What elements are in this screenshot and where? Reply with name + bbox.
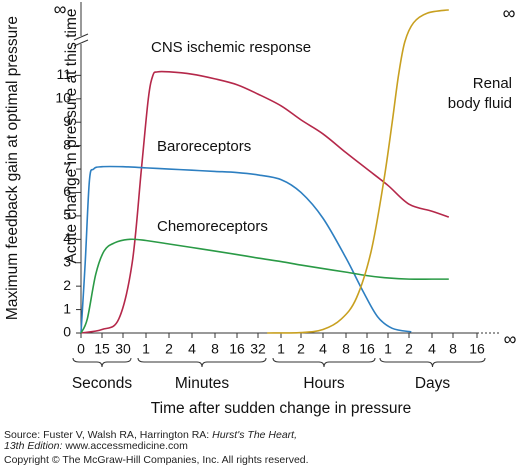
x-tick-label: 2 (405, 341, 413, 357)
y-tick-label: 11 (56, 66, 71, 82)
x-group-brace (379, 357, 486, 368)
source-edition-label: 13th Edition: (4, 440, 63, 452)
source-credit: Source: Fuster V, Walsh RA, Harrington R… (4, 429, 297, 441)
right-infinity-label: ∞ (503, 3, 516, 23)
copyright-notice: Copyright © The McGraw-Hill Companies, I… (4, 454, 309, 466)
y-tick-label: 0 (63, 324, 71, 340)
y-tick-label: 7 (63, 160, 71, 176)
x-tick-label: 0 (77, 341, 85, 357)
series-line-chemoreceptors (80, 238, 449, 334)
x-group-braces: Seconds Minutes Hours Days (72, 357, 486, 392)
y-tick-label: 6 (63, 183, 71, 199)
x-tick-label: 16 (229, 341, 245, 357)
y-tick-label: 10 (55, 89, 71, 105)
x-tick-label: 1 (142, 341, 150, 357)
x-tick-label: 15 (94, 341, 110, 357)
x-tick-label: 2 (297, 341, 305, 357)
series-line-cns-ischemic-response (80, 70, 450, 334)
x-tick-label: 4 (428, 341, 436, 357)
x-tick-label: 2 (165, 341, 173, 357)
x-tick-label: 32 (250, 341, 266, 357)
x-tick-label: 1 (277, 341, 285, 357)
x-group-brace (72, 357, 132, 368)
x-tick-label: 1 (384, 341, 392, 357)
y-tick-label: 2 (63, 277, 71, 293)
y-tick-label: 9 (63, 113, 71, 129)
x-axis-ticks: 0 15 30 1 2 4 8 16 32 1 2 4 8 16 1 2 4 8 16 (77, 333, 485, 357)
x-tick-label: 4 (188, 341, 196, 357)
y-tick-label: 8 (63, 136, 71, 152)
series-lines (80, 9, 450, 334)
annotation-chemoreceptors: Chemoreceptors (157, 218, 268, 235)
y-infinity-label: ∞ (54, 0, 67, 19)
x-tick-label: 8 (449, 341, 457, 357)
x-group-label: Seconds (72, 375, 133, 392)
x-group-label: Days (415, 375, 451, 392)
annotation-cns: CNS ischemic response (151, 39, 311, 56)
source-edition: 13th Edition: www.accessmedicine.com (4, 440, 188, 452)
series-line-renal-body-fluid (267, 9, 449, 334)
y-tick-label: 3 (63, 253, 71, 269)
annotation-renal-line1: Renal (473, 75, 512, 92)
x-group-brace (137, 357, 267, 368)
source-credit-title: Hurst's The Heart, (212, 429, 298, 441)
y-axis-title-inner: Acute change in pressure at this time (63, 8, 80, 263)
x-tick-label: 4 (319, 341, 327, 357)
y-axis-title-outer: Maximum feedback gain at optimal pressur… (4, 16, 21, 320)
y-axis-ticks: 0 1 2 3 4 5 6 7 8 9 10 11 (55, 66, 81, 340)
x-tick-label: 16 (359, 341, 375, 357)
source-url: www.accessmedicine.com (65, 440, 188, 452)
y-tick-label: 5 (63, 207, 71, 223)
annotation-baroreceptors: Baroreceptors (157, 138, 251, 155)
y-axis-break-marks (73, 33, 89, 47)
y-tick-label: 4 (63, 230, 71, 246)
x-tick-label: 8 (211, 341, 219, 357)
x-group-brace (272, 357, 376, 368)
x-axis-title: Time after sudden change in pressure (151, 400, 412, 417)
series-line-baroreceptors (80, 165, 412, 334)
y-tick-label: 1 (63, 300, 71, 316)
x-infinity-label: ∞ (504, 329, 517, 349)
x-tick-label: 30 (115, 341, 131, 357)
x-group-label: Minutes (175, 375, 230, 392)
x-group-label: Hours (303, 375, 345, 392)
x-tick-label: 16 (469, 341, 485, 357)
x-tick-label: 8 (342, 341, 350, 357)
source-credit-authors: Source: Fuster V, Walsh RA, Harrington R… (4, 429, 210, 441)
annotation-renal-line2: body fluid (448, 95, 512, 112)
